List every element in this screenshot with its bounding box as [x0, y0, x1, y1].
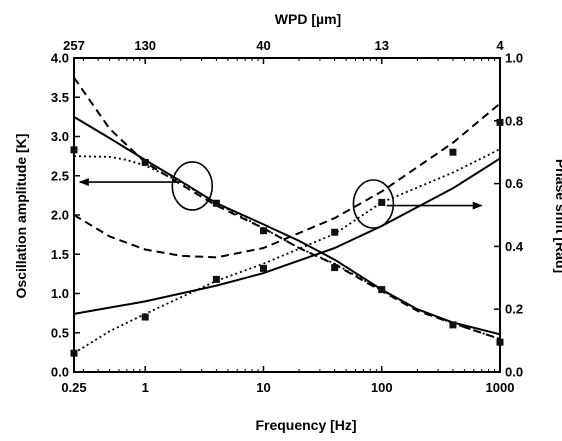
right-data-marker	[141, 313, 149, 321]
x-tick-label: 0.25	[61, 380, 86, 395]
x2-tick-label: 13	[374, 38, 388, 53]
y-tick-label: 0.5	[51, 325, 69, 340]
x2-tick-label: 4	[496, 38, 504, 53]
y-tick-label: 2.0	[51, 208, 69, 223]
right-solid-series-line	[73, 157, 501, 315]
y-tick-label: 3.5	[51, 90, 69, 105]
plot-area: 0.25 1 10 100 1000 257 130 40 13 4 0.0 0.5 1.0 1.5 2.0…	[51, 38, 524, 395]
right-data-marker	[259, 264, 267, 272]
top-axis-title: WPD [µm]	[275, 11, 341, 27]
y2-tick-label: 0.6	[505, 176, 523, 191]
x-tick-label: 100	[371, 380, 393, 395]
y-tick-label: 4.0	[51, 51, 69, 66]
x2-tick-label: 257	[63, 38, 85, 53]
left-data-marker	[331, 264, 339, 272]
plot-frame	[73, 57, 501, 373]
y2-tick-label: 0.0	[505, 365, 523, 380]
y2-tick-label: 0.8	[505, 113, 523, 128]
y-tick-label: 2.5	[51, 168, 69, 183]
x2-tick-label: 130	[134, 38, 156, 53]
x-tick-label: 1000	[486, 380, 515, 395]
y-axis-title: Oscillation amplitude [K]	[13, 134, 29, 299]
x-tick-label: 10	[256, 380, 270, 395]
y-tick-label: 0.0	[51, 365, 69, 380]
left-axis-indicator-ellipse	[171, 161, 214, 211]
x2-tick-label: 40	[256, 38, 270, 53]
left-data-marker	[449, 321, 457, 329]
x-axis-title: Frequency [Hz]	[255, 417, 356, 433]
right-data-marker	[496, 118, 504, 126]
right-axis-indicator-ellipse	[352, 179, 395, 229]
left-dashed-series-line	[73, 77, 501, 340]
left-data-marker	[141, 158, 149, 166]
right-data-marker	[331, 228, 339, 236]
right-data-marker	[212, 275, 220, 283]
right-dotted-series-line	[73, 148, 501, 354]
y2-axis-title: Phase shift [Rad]	[553, 159, 562, 273]
left-data-marker	[496, 338, 504, 346]
right-data-marker	[449, 148, 457, 156]
right-data-marker	[70, 349, 78, 357]
y-tick-label: 1.0	[51, 286, 69, 301]
left-data-marker	[212, 199, 220, 207]
left-data-marker	[259, 227, 267, 235]
right-data-marker	[378, 198, 386, 206]
y2-tick-label: 0.2	[505, 302, 523, 317]
y2-tick-label: 0.4	[505, 239, 524, 254]
y-tick-label: 1.5	[51, 247, 69, 262]
x-tick-label: 1	[142, 380, 149, 395]
y-tick-label: 3.0	[51, 129, 69, 144]
right-dashed-series-line	[73, 102, 501, 259]
left-data-marker	[70, 146, 78, 154]
left-data-marker	[378, 286, 386, 294]
y2-tick-label: 1.0	[505, 51, 523, 66]
